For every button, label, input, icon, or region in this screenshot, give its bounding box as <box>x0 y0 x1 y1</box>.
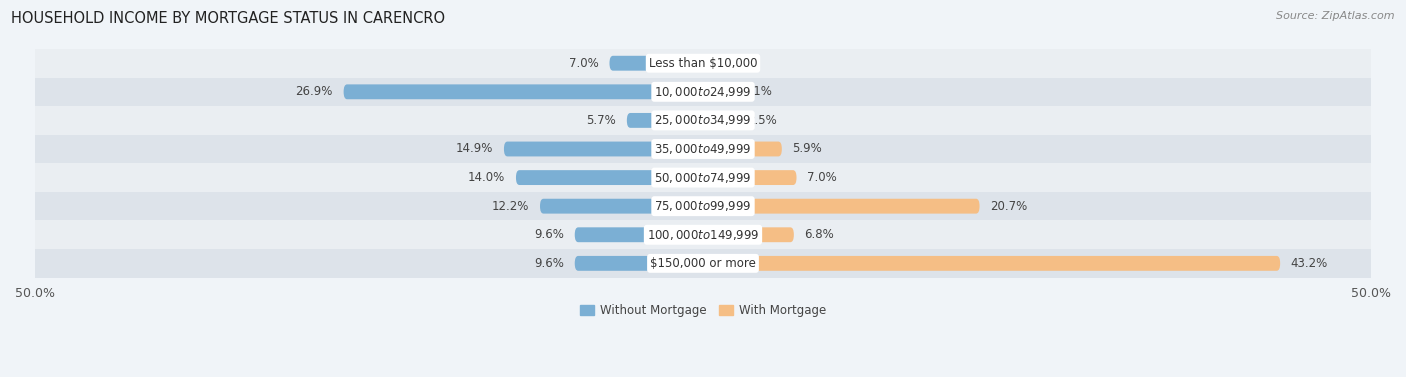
FancyBboxPatch shape <box>575 227 703 242</box>
FancyBboxPatch shape <box>343 84 703 99</box>
Text: $50,000 to $74,999: $50,000 to $74,999 <box>654 170 752 185</box>
Text: $100,000 to $149,999: $100,000 to $149,999 <box>647 228 759 242</box>
Text: 7.0%: 7.0% <box>569 57 599 70</box>
FancyBboxPatch shape <box>703 84 731 99</box>
FancyBboxPatch shape <box>503 141 703 156</box>
Text: 0.0%: 0.0% <box>714 57 744 70</box>
Text: $150,000 or more: $150,000 or more <box>650 257 756 270</box>
Text: 6.8%: 6.8% <box>804 228 834 241</box>
FancyBboxPatch shape <box>703 256 1279 271</box>
Text: 20.7%: 20.7% <box>990 200 1028 213</box>
Text: HOUSEHOLD INCOME BY MORTGAGE STATUS IN CARENCRO: HOUSEHOLD INCOME BY MORTGAGE STATUS IN C… <box>11 11 446 26</box>
Text: 7.0%: 7.0% <box>807 171 837 184</box>
Text: $75,000 to $99,999: $75,000 to $99,999 <box>654 199 752 213</box>
Bar <box>35 192 1371 221</box>
Text: 14.9%: 14.9% <box>456 143 494 155</box>
Text: 14.0%: 14.0% <box>468 171 505 184</box>
Text: 43.2%: 43.2% <box>1291 257 1329 270</box>
Legend: Without Mortgage, With Mortgage: Without Mortgage, With Mortgage <box>575 300 831 322</box>
FancyBboxPatch shape <box>609 56 703 70</box>
Text: 2.1%: 2.1% <box>742 85 772 98</box>
FancyBboxPatch shape <box>703 227 794 242</box>
Text: 9.6%: 9.6% <box>534 228 564 241</box>
FancyBboxPatch shape <box>516 170 703 185</box>
Bar <box>35 49 1371 78</box>
FancyBboxPatch shape <box>703 113 737 128</box>
Text: 12.2%: 12.2% <box>492 200 529 213</box>
Bar <box>35 221 1371 249</box>
Text: $10,000 to $24,999: $10,000 to $24,999 <box>654 85 752 99</box>
Text: $35,000 to $49,999: $35,000 to $49,999 <box>654 142 752 156</box>
Bar <box>35 106 1371 135</box>
FancyBboxPatch shape <box>575 256 703 271</box>
Text: 2.5%: 2.5% <box>747 114 778 127</box>
Text: Source: ZipAtlas.com: Source: ZipAtlas.com <box>1277 11 1395 21</box>
FancyBboxPatch shape <box>703 170 797 185</box>
FancyBboxPatch shape <box>540 199 703 214</box>
Text: 5.9%: 5.9% <box>793 143 823 155</box>
Text: $25,000 to $34,999: $25,000 to $34,999 <box>654 113 752 127</box>
Bar <box>35 135 1371 163</box>
Bar <box>35 78 1371 106</box>
Text: 9.6%: 9.6% <box>534 257 564 270</box>
Text: Less than $10,000: Less than $10,000 <box>648 57 758 70</box>
Text: 26.9%: 26.9% <box>295 85 333 98</box>
FancyBboxPatch shape <box>703 199 980 214</box>
Bar <box>35 249 1371 277</box>
FancyBboxPatch shape <box>703 141 782 156</box>
Bar <box>35 163 1371 192</box>
FancyBboxPatch shape <box>627 113 703 128</box>
Text: 5.7%: 5.7% <box>586 114 616 127</box>
